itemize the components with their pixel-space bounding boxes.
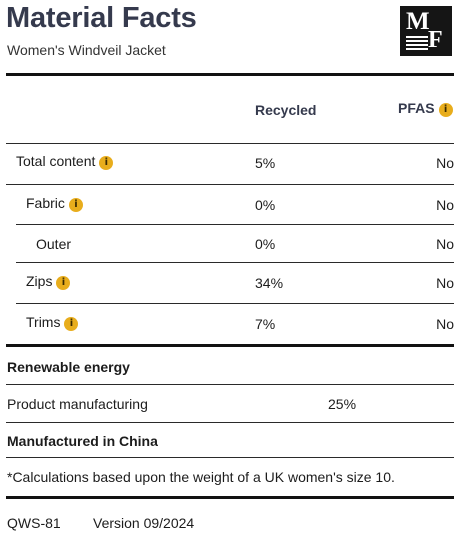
row-divider <box>16 262 454 263</box>
row-divider <box>16 224 454 225</box>
recycled-value-trims: 7% <box>255 316 276 332</box>
row-divider <box>16 303 454 304</box>
row-divider <box>6 184 454 185</box>
table-divider <box>6 143 454 144</box>
brand-logo: M F <box>400 6 452 56</box>
footnote: *Calculations based upon the weight of a… <box>7 469 395 485</box>
recycled-value-zips: 34% <box>255 275 284 291</box>
row-label-text: Total content <box>16 153 96 169</box>
row-label-total-content: Total content i <box>16 152 114 170</box>
info-icon[interactable]: i <box>56 276 71 290</box>
row-label-trims: Trims i <box>26 313 79 331</box>
row-label-zips: Zips i <box>26 272 71 290</box>
row-label-text: Zips <box>26 273 53 289</box>
renewable-energy-heading: Renewable energy <box>7 359 130 375</box>
info-icon[interactable]: i <box>438 103 453 117</box>
recycled-value-fabric: 0% <box>255 197 276 213</box>
column-header-recycled: Recycled <box>255 102 317 118</box>
product-code: QWS-81 <box>7 515 61 531</box>
product-manufacturing-value: 25% <box>328 396 357 412</box>
pfas-value-total-content: No <box>436 155 454 171</box>
header-divider <box>6 73 454 76</box>
row-divider <box>6 384 454 385</box>
product-manufacturing-label: Product manufacturing <box>7 396 148 412</box>
recycled-value-total-content: 5% <box>255 155 276 171</box>
recycled-value-outer: 0% <box>255 236 276 252</box>
origin-statement: Manufactured in China <box>7 433 158 449</box>
row-label-fabric: Fabric i <box>26 194 83 212</box>
logo-letter-f: F <box>428 27 443 53</box>
row-label-outer: Outer <box>36 236 72 252</box>
column-header-pfas-label: PFAS <box>398 100 435 116</box>
version-label: Version 09/2024 <box>93 515 195 531</box>
footer-divider <box>6 496 454 499</box>
row-label-text: Trims <box>26 314 61 330</box>
logo-letter-m: M <box>406 8 430 35</box>
page-title: Material Facts <box>6 2 197 34</box>
info-icon[interactable]: i <box>99 156 114 170</box>
pfas-value-fabric: No <box>436 197 454 213</box>
pfas-value-zips: No <box>436 275 454 291</box>
pfas-value-trims: No <box>436 316 454 332</box>
section-divider <box>6 344 454 347</box>
info-icon[interactable]: i <box>64 317 79 331</box>
row-label-text: Fabric <box>26 195 65 211</box>
row-divider <box>6 422 454 423</box>
product-name: Women's Windveil Jacket <box>7 42 166 58</box>
pfas-value-outer: No <box>436 236 454 252</box>
row-divider <box>6 457 454 458</box>
column-header-pfas: PFAS i <box>398 99 453 117</box>
info-icon[interactable]: i <box>68 198 83 212</box>
